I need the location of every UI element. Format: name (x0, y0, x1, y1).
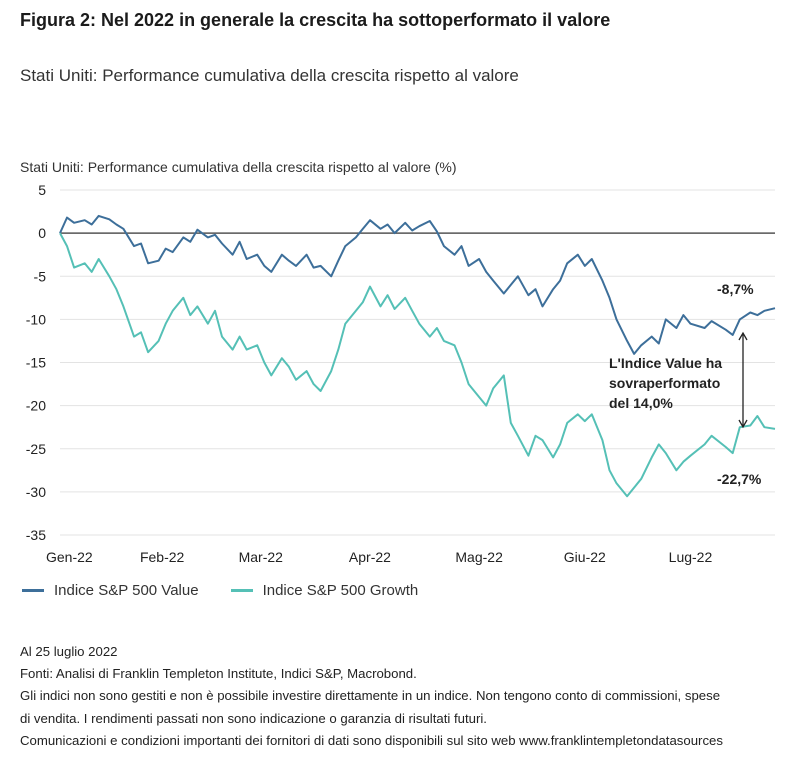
annotations: -8,7% -22,7% L'Indice Value ha sovraperf… (609, 281, 762, 487)
growth-end-label: -22,7% (717, 471, 762, 487)
x-tick-label: Apr-22 (349, 549, 391, 565)
arrow-head-down-icon (738, 419, 748, 429)
x-tick-label: Gen-22 (46, 549, 93, 565)
chart-title: Stati Uniti: Performance cumulativa dell… (20, 159, 457, 175)
y-axis: 5 0 -5 -10 -15 -20 -25 -30 -35 (26, 182, 46, 543)
x-tick-label: Lug-22 (669, 549, 713, 565)
x-tick-label: Mar-22 (239, 549, 284, 565)
y-tick-label: -35 (26, 527, 46, 543)
x-tick-label: Mag-22 (455, 549, 503, 565)
legend-item-growth: Indice S&P 500 Growth (230, 582, 419, 599)
y-tick-label: -20 (26, 398, 46, 414)
chart: Stati Uniti: Performance cumulativa dell… (20, 159, 776, 565)
value-end-label: -8,7% (717, 281, 754, 297)
spread-annotation-line-2: sovraperformato (609, 375, 720, 391)
series-line-value (59, 214, 776, 355)
spread-annotation-line-1: L'Indice Value ha (609, 355, 722, 371)
y-tick-label: -25 (26, 441, 46, 457)
spread-annotation-line-3: del 14,0% (609, 395, 673, 411)
legend-label-growth: Indice S&P 500 Growth (262, 582, 419, 599)
x-axis: Gen-22 Feb-22 Mar-22 Apr-22 Mag-22 Giu-22 Lug-… (46, 549, 712, 565)
figure-subtitle: Stati Uniti: Performance cumulativa dell… (20, 66, 519, 85)
legend-swatch-value (22, 589, 44, 592)
legend-swatch-growth (230, 589, 253, 592)
legend-item-value: Indice S&P 500 Value (22, 582, 199, 599)
y-tick-label: 5 (38, 182, 46, 198)
note-data-providers: Comunicazioni e condizioni importanti de… (20, 732, 723, 748)
y-tick-label: -15 (26, 355, 46, 371)
arrow-head-up-icon (738, 331, 748, 341)
note-sources: Fonti: Analisi di Franklin Templeton Ins… (20, 666, 417, 682)
x-tick-label: Feb-22 (140, 549, 185, 565)
footnotes: Al 25 luglio 2022 Fonti: Analisi di Fran… (20, 641, 809, 752)
y-tick-label: 0 (38, 225, 46, 241)
note-disclaimer-1: Gli indici non sono gestiti e non è poss… (20, 688, 721, 704)
y-tick-label: -30 (26, 484, 46, 500)
y-tick-label: -10 (26, 311, 46, 327)
legend: Indice S&P 500 Value Indice S&P 500 Grow… (22, 582, 418, 599)
figure-title: Figura 2: Nel 2022 in generale la cresci… (20, 10, 611, 30)
y-tick-label: -5 (34, 268, 47, 284)
series-lines (59, 214, 776, 498)
note-disclaimer-2: di vendita. I rendimenti passati non son… (20, 710, 487, 726)
note-date: Al 25 luglio 2022 (20, 644, 118, 659)
series-line-growth (59, 232, 776, 498)
legend-label-value: Indice S&P 500 Value (54, 582, 199, 599)
grid (60, 189, 775, 536)
x-tick-label: Giu-22 (564, 549, 606, 565)
